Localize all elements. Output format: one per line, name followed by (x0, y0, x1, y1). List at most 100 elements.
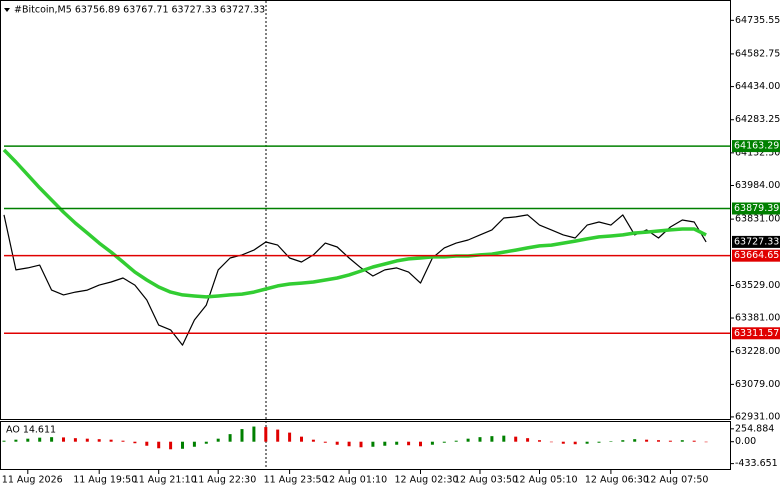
ao-bar (633, 439, 637, 442)
x-tick-label: 12 Aug 03:50 (454, 475, 518, 486)
price-label: 63727.33 (734, 236, 779, 247)
y-tick-label: 64735.55 (735, 15, 780, 26)
y-tick-label: 62931.00 (735, 411, 780, 422)
ao-bar (109, 439, 113, 442)
y-tick-label: 63079.00 (735, 379, 780, 390)
ao-bar (490, 436, 494, 442)
ao-bar (645, 439, 649, 442)
y-tick-label: 63984.00 (735, 180, 780, 191)
ao-bar (14, 439, 18, 442)
ao-bar (526, 438, 530, 442)
ao-bar (73, 438, 77, 442)
ao-bar (359, 441, 363, 448)
y-tick-label: 63831.00 (735, 214, 780, 225)
ao-bar (181, 441, 184, 449)
ao-bar (228, 434, 232, 442)
ao-bar (371, 441, 375, 447)
ao-bar (585, 441, 589, 444)
ao-bar (133, 441, 137, 444)
main-frame (0, 0, 731, 420)
x-tick-label: 12 Aug 02:30 (395, 475, 459, 486)
ao-bar (240, 429, 244, 442)
ao-bar (549, 441, 553, 443)
x-tick-label: 11 Aug 21:10 (133, 475, 197, 486)
x-tick-label: 11 Aug 2026 (2, 475, 63, 486)
ao-bar (680, 440, 684, 442)
ao-bar (442, 441, 446, 443)
x-tick-label: 11 Aug 22:30 (192, 475, 256, 486)
ao-bar (311, 439, 315, 442)
x-tick-label: 12 Aug 06:30 (585, 475, 649, 486)
ao-bar (62, 437, 65, 442)
y-tick-label: 0.00 (735, 436, 756, 447)
y-tick-label: 254.884 (735, 423, 774, 434)
ao-bar (347, 441, 351, 447)
chart-title: #Bitcoin,M5 63756.89 63767.71 63727.33 6… (14, 5, 265, 16)
level-label-bg (732, 140, 780, 153)
ao-bar (407, 441, 411, 446)
y-tick-label: 64434.00 (735, 81, 780, 92)
ao-bar (276, 429, 280, 442)
ao-bar (383, 441, 387, 446)
level-label: 64163.29 (734, 141, 779, 152)
indicator-frame (0, 421, 731, 470)
level-label: 63311.57 (734, 328, 779, 339)
y-tick-label: 64132.50 (735, 147, 780, 158)
ao-bar (169, 441, 173, 450)
ao-bar (335, 441, 339, 445)
x-tick-label: 12 Aug 05:10 (514, 475, 578, 486)
level-label-bg (732, 249, 780, 262)
ao-bar (97, 439, 101, 442)
y-tick-label: 64582.75 (735, 48, 780, 59)
ao-bar (145, 441, 149, 446)
price-line (3, 214, 707, 346)
ao-bar (38, 437, 42, 442)
x-tick-label: 11 Aug 23:50 (264, 475, 328, 486)
ao-bar (50, 437, 54, 442)
level-label: 63879.39 (734, 203, 779, 214)
y-tick-label: 63529.00 (735, 280, 780, 291)
ao-bar (300, 436, 303, 442)
level-label-bg (732, 327, 780, 340)
menu-arrow (4, 8, 10, 12)
ao-bar (597, 441, 601, 443)
ao-bar (288, 432, 292, 442)
ao-bar (157, 441, 161, 449)
y-tick-label: 63381.00 (735, 313, 780, 324)
x-tick-label: 11 Aug 19:50 (73, 475, 137, 486)
ao-bar (2, 440, 6, 442)
ao-bar (573, 441, 577, 445)
ao-bar (204, 441, 208, 444)
ao-bar (454, 440, 458, 442)
ao-bar (264, 427, 268, 442)
x-tick-label: 12 Aug 01:10 (323, 475, 387, 486)
ao-bar (216, 438, 220, 442)
ao-bar (121, 440, 125, 442)
ao-bar (419, 441, 422, 447)
ao-bar (26, 438, 30, 442)
ao-bar (430, 441, 434, 445)
ao-bar (85, 438, 89, 442)
indicator-title: AO 14.611 (6, 425, 56, 436)
ao-bar (395, 441, 399, 445)
ao-bar (668, 440, 672, 442)
ao-bar (657, 440, 660, 442)
ao-bar (621, 440, 625, 442)
ao-bar (704, 441, 708, 443)
level-label-bg (732, 202, 780, 215)
y-tick-label: -433.651 (735, 458, 778, 469)
y-tick-label: 63228.00 (735, 346, 780, 357)
moving-average (2, 148, 707, 299)
ao-bar (466, 438, 470, 442)
ao-bar (692, 440, 696, 442)
ao-bar (192, 441, 196, 447)
y-tick-label: 64283.25 (735, 114, 780, 125)
level-label: 63664.65 (734, 250, 779, 261)
x-tick-label: 12 Aug 07:50 (644, 475, 708, 486)
ao-bar (609, 441, 613, 442)
ao-bar (252, 426, 256, 442)
ao-bar (538, 440, 541, 442)
ao-bar (561, 441, 565, 444)
ao-bar (478, 437, 482, 442)
